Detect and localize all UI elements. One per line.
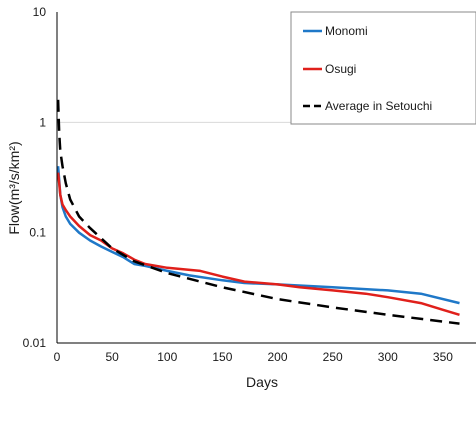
x-tick-label: 300 — [378, 350, 398, 364]
x-tick-label: 250 — [323, 350, 343, 364]
x-tick-label: 200 — [268, 350, 288, 364]
x-tick-label: 50 — [105, 350, 119, 364]
x-tick-label: 0 — [54, 350, 61, 364]
y-axis-title: Flow(m³/s/km²) — [6, 141, 22, 234]
legend: Monomi Osugi Average in Setouchi — [290, 11, 476, 125]
legend-label: Monomi — [325, 24, 368, 38]
legend-label: Osugi — [325, 62, 356, 76]
legend-label: Average in Setouchi — [325, 99, 432, 113]
x-tick-label: 150 — [212, 350, 232, 364]
axes — [56, 12, 476, 344]
series-line-monomi — [56, 166, 460, 305]
series-layer — [56, 99, 460, 325]
y-tick-label: 0.01 — [23, 336, 47, 350]
y-tick-label: 1 — [39, 115, 46, 129]
x-tick-label: 100 — [157, 350, 177, 364]
x-axis-title: Days — [246, 374, 278, 390]
x-tick-label: 350 — [433, 350, 453, 364]
y-tick-label: 10 — [33, 5, 47, 19]
y-tick-label: 0.1 — [29, 226, 46, 240]
series-line-average-in-setouchi — [56, 99, 460, 325]
series-line-osugi — [56, 172, 460, 316]
